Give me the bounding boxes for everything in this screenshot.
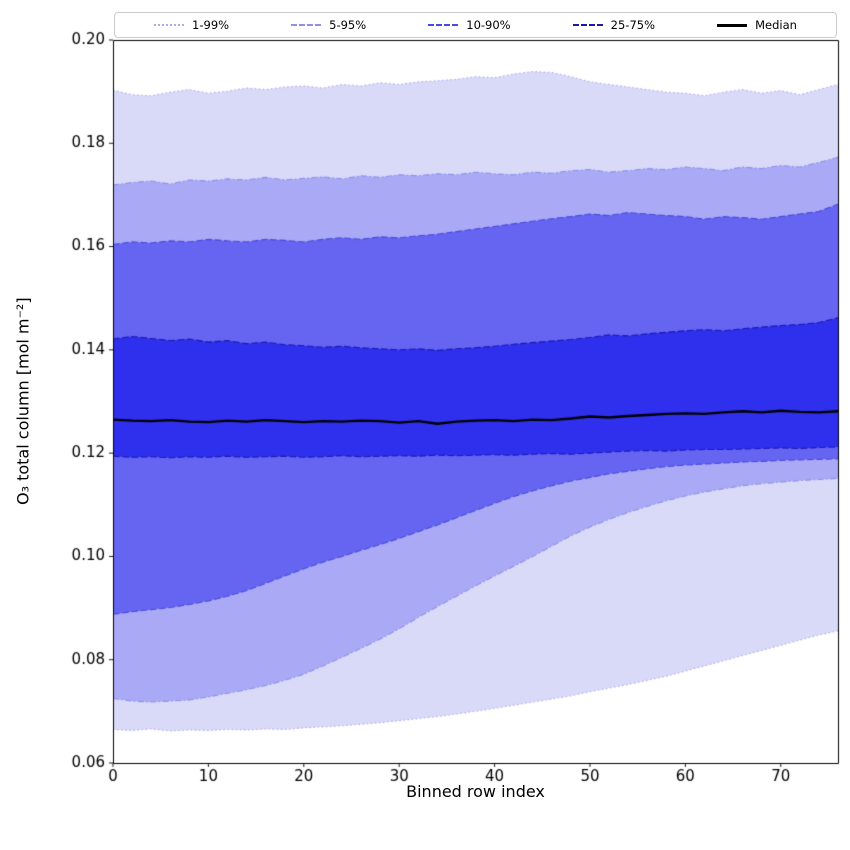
band-25-75-line-icon	[572, 24, 603, 26]
legend-label-25-75: 25-75%	[610, 18, 656, 32]
y-axis-label: O₃ total column [mol m⁻²]	[13, 297, 33, 506]
legend-label-5-95: 5-95%	[329, 18, 367, 32]
median-line-icon	[717, 23, 748, 27]
band-10-90-line-icon	[428, 24, 459, 26]
band-5-95-line-icon	[291, 24, 322, 26]
legend-item-10-90: 10-90%	[428, 18, 511, 32]
legend: 1-99% 5-95% 10-90% 25-75% Median	[114, 12, 837, 38]
legend-item-median: Median	[717, 18, 797, 32]
legend-item-25-75: 25-75%	[572, 18, 656, 32]
x-axis-label: Binned row index	[406, 782, 545, 801]
legend-label-median: Median	[755, 18, 797, 32]
legend-label-10-90: 10-90%	[466, 18, 511, 32]
band-1-99-line-icon	[154, 24, 185, 26]
legend-item-5-95: 5-95%	[291, 18, 366, 32]
legend-label-1-99: 1-99%	[192, 18, 230, 32]
legend-item-1-99: 1-99%	[154, 18, 229, 32]
